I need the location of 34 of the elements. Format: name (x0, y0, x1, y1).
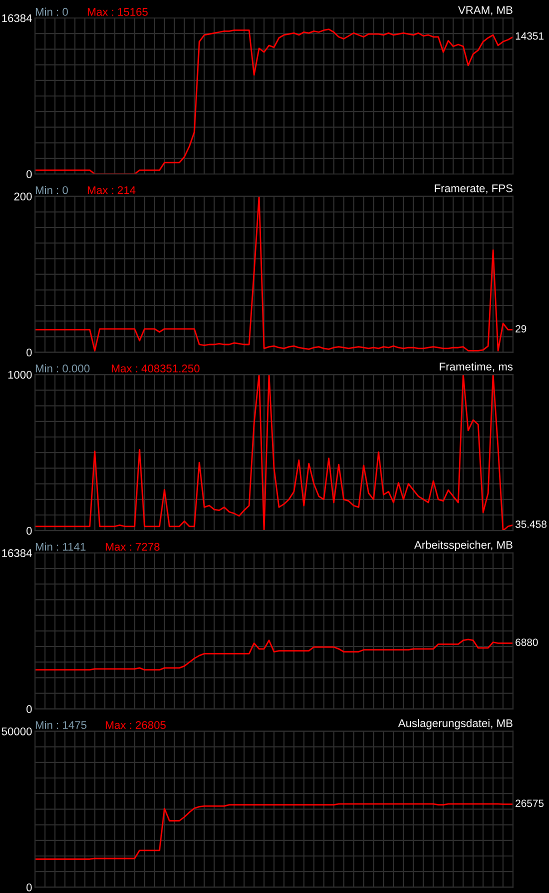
y-tick-label: 50000 (2, 727, 32, 736)
line-series (35, 374, 513, 531)
text: Max : 7278 (106, 542, 160, 551)
text: 35.458 (515, 520, 546, 528)
y-tick-label: 0 (26, 526, 32, 535)
chart-title: Framerate, FPS (434, 184, 512, 194)
text: Min : 1141 (36, 542, 86, 551)
text: Max : 408351.250 (112, 364, 200, 372)
line-series (35, 638, 513, 671)
chart-title: Auslagerungsdatei, MB (398, 718, 512, 730)
y-tick-label: 0 (26, 348, 32, 356)
text: 6880 (516, 638, 538, 646)
y-tick-label: 200 (14, 192, 32, 200)
y-tick-label: 16384 (2, 14, 32, 22)
chart-title: Arbeitsspeicher, MB (414, 540, 512, 552)
chart-title: Frametime, ms (440, 362, 513, 372)
y-tick-label: 16384 (2, 549, 32, 558)
text: 14351 (516, 32, 544, 40)
y-tick-label: 0 (26, 883, 32, 892)
text: Min : 0.000 (36, 364, 90, 372)
text: 26575 (516, 800, 544, 808)
text: Max : 26805 (106, 721, 166, 730)
text: Max : 15165 (88, 8, 148, 16)
text: Min : 0 (36, 186, 68, 194)
y-tick-label: 0 (26, 705, 32, 714)
y-tick-label: 1000 (8, 370, 32, 379)
text: Min : 0 (36, 8, 68, 16)
text: Max : 214 (88, 186, 136, 194)
line-series (35, 196, 513, 352)
y-tick-label: 0 (26, 170, 32, 178)
line-series (35, 803, 513, 860)
text: 29 (516, 325, 526, 332)
chart-title: VRAM, MB (458, 6, 512, 16)
text: Min : 1475 (36, 720, 86, 730)
